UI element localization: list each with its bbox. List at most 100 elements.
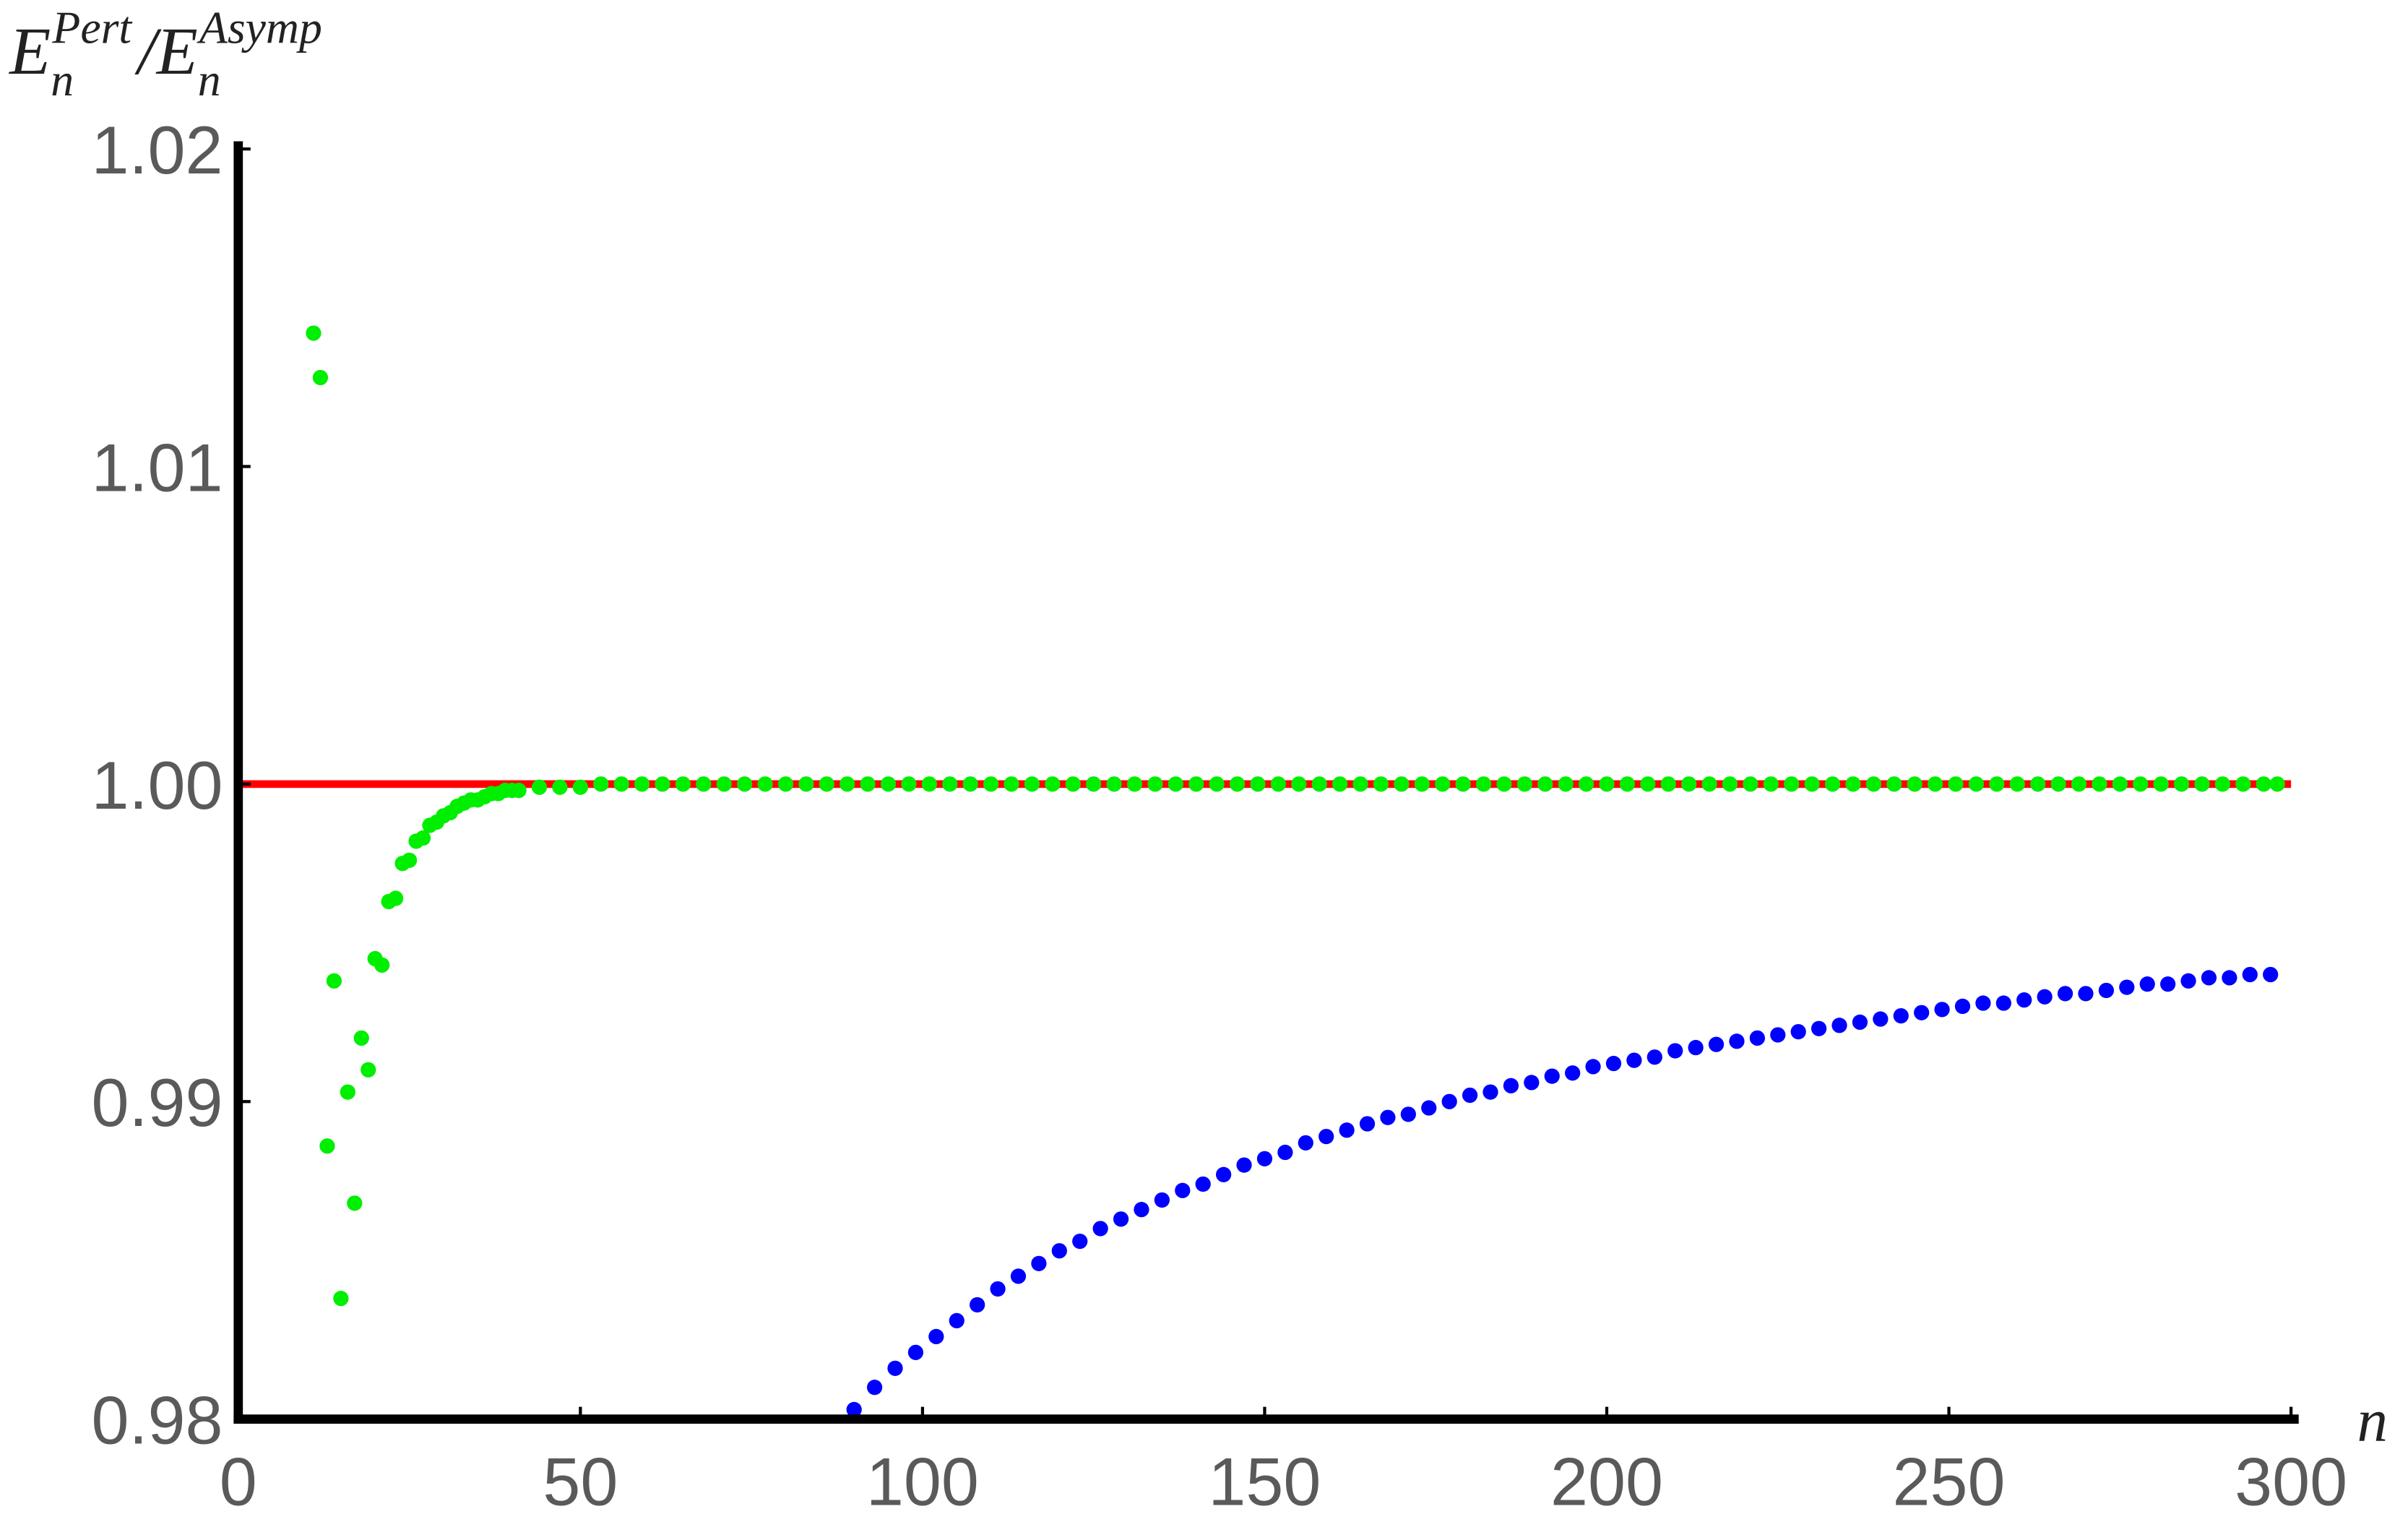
data-point <box>634 776 650 792</box>
y-tick-label: 0.99 <box>92 1065 223 1140</box>
data-point <box>2098 982 2114 999</box>
data-point <box>1229 776 1246 792</box>
data-point <box>1435 776 1451 792</box>
data-point <box>819 776 834 792</box>
y-tick-label: 1.01 <box>92 430 223 506</box>
data-point <box>2235 776 2251 792</box>
data-point <box>1565 1065 1581 1081</box>
data-point <box>1989 776 2005 792</box>
data-point <box>962 776 978 792</box>
data-point <box>1188 776 1204 792</box>
data-point <box>353 1030 369 1046</box>
data-point <box>675 776 691 792</box>
data-point <box>1175 1182 1191 1198</box>
data-point <box>2078 986 2094 1002</box>
x-tick-label: 150 <box>1208 1444 1321 1520</box>
data-point <box>1544 1068 1560 1084</box>
data-point <box>1106 776 1122 792</box>
data-point <box>1086 776 1102 792</box>
data-point <box>2201 970 2217 986</box>
data-point <box>1667 1043 1683 1059</box>
data-point <box>1065 776 1081 792</box>
data-point <box>1578 776 1594 792</box>
data-point <box>1126 776 1143 792</box>
data-point <box>1168 776 1183 792</box>
data-point <box>1975 995 1991 1011</box>
data-point <box>840 776 855 792</box>
data-point <box>942 776 958 792</box>
data-point <box>1311 776 1327 792</box>
data-point <box>1729 1033 1745 1049</box>
data-point <box>1934 1002 1950 1018</box>
data-point <box>613 776 629 792</box>
data-point <box>1339 1122 1355 1138</box>
data-point <box>1319 1128 1334 1145</box>
data-point <box>1640 776 1656 792</box>
data-point <box>2133 776 2149 792</box>
data-point <box>531 779 548 795</box>
data-point <box>1681 776 1697 792</box>
data-point <box>2092 776 2107 792</box>
data-point <box>1886 776 1902 792</box>
data-point <box>921 776 937 792</box>
data-point <box>1743 776 1758 792</box>
data-point <box>1599 776 1615 792</box>
data-point <box>1968 776 1985 792</box>
data-point <box>1113 1211 1129 1227</box>
data-point <box>1195 1176 1211 1192</box>
data-point <box>846 1401 862 1418</box>
data-point <box>1865 776 1881 792</box>
data-point <box>1256 1151 1273 1166</box>
data-point <box>2071 776 2087 792</box>
data-point <box>340 1084 355 1100</box>
data-point <box>1688 1039 1704 1056</box>
data-point <box>1359 1116 1376 1132</box>
data-point <box>1558 776 1574 792</box>
data-point <box>1647 1049 1662 1065</box>
data-point <box>361 1062 376 1078</box>
data-point <box>1701 776 1717 792</box>
y-label-part: Pert <box>51 2 132 53</box>
data-point <box>1291 776 1307 792</box>
data-point <box>1051 1243 1067 1259</box>
data-point <box>1873 1011 1889 1027</box>
data-point <box>1516 776 1532 792</box>
data-point <box>552 779 568 795</box>
data-point <box>2016 992 2032 1008</box>
data-point <box>1790 1023 1806 1040</box>
data-point <box>1004 776 1019 792</box>
data-point <box>1831 1018 1847 1033</box>
data-point <box>716 776 732 792</box>
x-tick-label: 0 <box>220 1444 257 1520</box>
data-point <box>1605 1055 1622 1072</box>
data-point <box>1441 1093 1457 1109</box>
data-point <box>1092 1221 1108 1237</box>
data-point <box>1503 1078 1519 1093</box>
x-tick-label: 50 <box>543 1444 618 1520</box>
data-point <box>1852 1014 1868 1031</box>
data-point <box>983 776 999 792</box>
data-point <box>2222 970 2237 986</box>
data-point <box>1462 1087 1478 1104</box>
data-point <box>2153 776 2169 792</box>
data-point <box>1660 776 1676 792</box>
data-point <box>1380 1109 1396 1125</box>
data-point <box>1496 776 1512 792</box>
data-point <box>347 1195 363 1211</box>
data-point <box>1373 776 1389 792</box>
data-point <box>866 1380 883 1396</box>
data-point <box>1927 776 1943 792</box>
data-point <box>2256 776 2271 792</box>
data-point <box>312 369 329 386</box>
data-point <box>1626 1052 1642 1068</box>
data-point <box>777 776 794 792</box>
y-axis-label: EnPert/EnAsymp <box>8 2 322 106</box>
data-point <box>1455 776 1471 792</box>
data-point <box>1394 776 1410 792</box>
data-point <box>1277 1144 1293 1161</box>
data-point <box>949 1312 965 1329</box>
data-point <box>1763 776 1779 792</box>
data-point <box>2119 979 2135 995</box>
data-point <box>593 776 609 792</box>
data-point <box>1024 776 1040 792</box>
